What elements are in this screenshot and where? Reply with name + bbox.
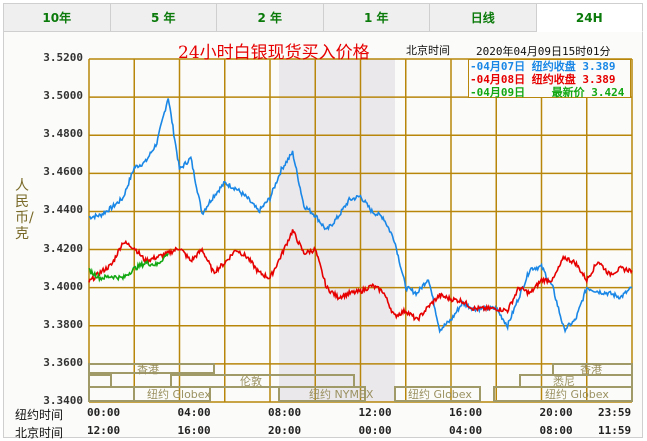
tab-5-year[interactable]: 5 年 — [110, 4, 217, 32]
y-tick-label: 3.4800 — [43, 127, 83, 141]
bj-time-tick: 00:00 — [358, 424, 392, 437]
bj-time-label: 北京时间 — [15, 426, 64, 440]
series-line-1 — [88, 229, 633, 322]
ny-time-tick: 00:00 — [87, 406, 121, 419]
session-label: 香港 — [580, 363, 602, 376]
bj-time-tick: 11:59 — [598, 424, 632, 437]
session-label: 纽约 Globex — [408, 387, 472, 401]
period-tabs: 10年 5 年 2 年 1 年 日线 24H — [3, 3, 643, 33]
ny-time-tick: 04:00 — [177, 406, 211, 419]
tab-daily[interactable]: 日线 — [430, 4, 537, 32]
y-tick-label: 3.4400 — [43, 203, 83, 217]
tab-10-year[interactable]: 10年 — [3, 4, 111, 32]
beijing-time-value: 2020年04月09日15时01分 — [476, 45, 611, 58]
y-tick-label: 3.3600 — [43, 355, 83, 369]
session-label: 伦敦 — [240, 374, 262, 388]
chart-title: 24小时白银现货买入价格 — [178, 43, 370, 63]
bj-time-tick: 12:00 — [87, 424, 121, 437]
y-tick-label: 3.3400 — [43, 394, 83, 407]
ny-time-label: 纽约时间 — [15, 408, 64, 422]
series-line-2 — [88, 253, 169, 283]
session-label: 悉尼 — [553, 375, 575, 388]
ny-time-tick: 23:59 — [598, 406, 632, 419]
legend: -04月07日 纽约收盘 3.389 -04月08日 纽约收盘 3.389 -0… — [468, 59, 631, 99]
legend-item-0409: -04月09日 最新价 3.424 — [470, 86, 625, 99]
y-axis-unit: 人民币/克 — [15, 178, 34, 242]
bj-time-tick: 04:00 — [449, 424, 483, 437]
bj-time-tick: 20:00 — [268, 424, 302, 437]
session-label: 纽约 Globex — [147, 387, 211, 401]
session-label: 纽约 NYMEX — [309, 387, 374, 401]
session-label: 香港 — [137, 363, 159, 376]
chart-grid — [88, 58, 633, 403]
ny-time-tick: 08:00 — [268, 406, 302, 419]
session-label: 纽约 Globex — [545, 387, 609, 401]
ny-time-tick: 16:00 — [449, 406, 483, 419]
y-tick-label: 3.5000 — [43, 89, 83, 103]
legend-item-0408: -04月08日 纽约收盘 3.389 — [470, 73, 616, 86]
beijing-time-label: 北京时间 — [406, 44, 450, 57]
tab-2-year[interactable]: 2 年 — [217, 4, 324, 32]
bj-time-tick: 08:00 — [539, 424, 573, 437]
tab-1-year[interactable]: 1 年 — [323, 4, 430, 32]
series-line-0 — [88, 98, 633, 334]
ny-time-tick: 12:00 — [358, 406, 392, 419]
tab-24h[interactable]: 24H — [536, 4, 643, 32]
y-tick-label: 3.5200 — [43, 51, 83, 64]
shaded-band — [279, 59, 395, 402]
y-tick-label: 3.4200 — [43, 241, 83, 255]
legend-item-0407: -04月07日 纽约收盘 3.389 — [470, 60, 616, 73]
bj-time-tick: 16:00 — [177, 424, 211, 437]
price-lines — [88, 98, 633, 334]
y-tick-label: 3.3800 — [43, 317, 83, 331]
y-tick-label: 3.4000 — [43, 279, 83, 293]
y-tick-label: 3.4600 — [43, 165, 83, 179]
ny-time-tick: 20:00 — [539, 406, 573, 419]
